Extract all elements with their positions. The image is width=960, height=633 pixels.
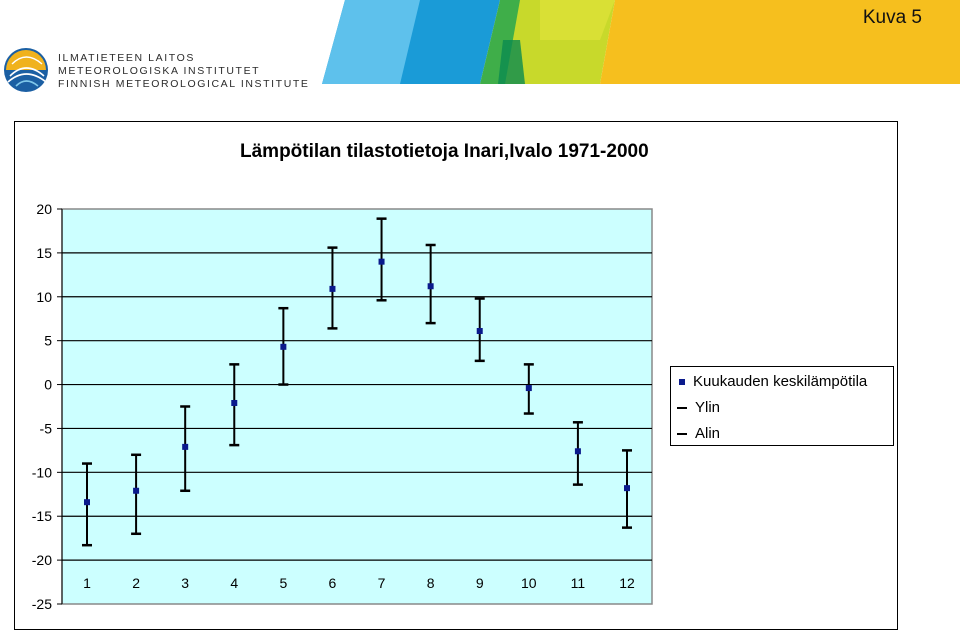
legend: Kuukauden keskilämpötila Ylin Alin bbox=[670, 366, 894, 446]
slide-label: Kuva 5 bbox=[862, 7, 922, 28]
y-tick-label: 0 bbox=[44, 377, 52, 393]
legend-item-min: Alin bbox=[677, 425, 720, 442]
x-tick-label: 7 bbox=[378, 575, 386, 591]
legend-label-mean: Kuukauden keskilämpötila bbox=[693, 373, 868, 390]
mean-point bbox=[525, 385, 532, 392]
x-tick-label: 2 bbox=[132, 575, 140, 591]
x-tick-label: 10 bbox=[521, 575, 537, 591]
y-tick-label: 5 bbox=[44, 333, 52, 349]
legend-label-min: Alin bbox=[695, 425, 721, 442]
mean-point bbox=[378, 258, 385, 265]
x-tick-label: 12 bbox=[619, 575, 635, 591]
logo-line-3: FINNISH METEOROLOGICAL INSTITUTE bbox=[58, 78, 310, 90]
header-band bbox=[322, 0, 960, 84]
fmi-logo: ILMATIETEEN LAITOS METEOROLOGISKA INSTIT… bbox=[0, 44, 308, 92]
logo-line-1: ILMATIETEEN LAITOS bbox=[58, 52, 195, 64]
mean-point bbox=[84, 499, 90, 506]
x-tick-label: 8 bbox=[427, 575, 435, 591]
y-tick-label: 15 bbox=[36, 245, 52, 261]
band-lightblue bbox=[322, 0, 420, 84]
plot-area bbox=[61, 208, 653, 605]
chart-frame bbox=[14, 121, 898, 630]
legend-max-marker bbox=[677, 407, 687, 410]
mean-point bbox=[574, 448, 581, 455]
band-yellow-light bbox=[540, 0, 615, 40]
legend-min-marker bbox=[677, 433, 687, 436]
mean-point bbox=[231, 399, 238, 406]
legend-item-mean: Kuukauden keskilämpötila bbox=[677, 373, 867, 390]
legend-point-marker bbox=[679, 379, 685, 386]
mean-point bbox=[182, 443, 189, 450]
mean-point bbox=[624, 485, 630, 492]
x-tick-label: 9 bbox=[476, 575, 484, 591]
legend-label-max: Ylin bbox=[695, 399, 721, 416]
band-darkgreen bbox=[498, 40, 525, 84]
x-tick-label: 6 bbox=[329, 575, 337, 591]
mean-point bbox=[280, 343, 287, 350]
legend-item-max: Ylin bbox=[677, 399, 720, 416]
fmi-globe-icon bbox=[4, 48, 48, 92]
x-tick-label: 1 bbox=[83, 575, 91, 591]
x-tick-label: 5 bbox=[279, 575, 287, 591]
band-yellow bbox=[600, 0, 960, 84]
mean-point bbox=[476, 328, 483, 335]
y-tick-label: -5 bbox=[40, 420, 53, 436]
mean-point bbox=[329, 285, 336, 292]
y-tick-label: -10 bbox=[32, 464, 52, 480]
y-tick-label: -15 bbox=[32, 508, 52, 524]
mean-point bbox=[427, 283, 434, 290]
y-tick-label: 20 bbox=[36, 201, 52, 217]
chart-title: Lämpötilan tilastotietoja Inari,Ivalo 19… bbox=[240, 141, 649, 162]
x-tick-label: 3 bbox=[181, 575, 189, 591]
y-tick-label: -20 bbox=[32, 552, 52, 568]
y-tick-label: 10 bbox=[36, 289, 52, 305]
x-tick-label: 4 bbox=[230, 575, 238, 591]
mean-point bbox=[133, 487, 140, 494]
x-tick-label: 11 bbox=[571, 575, 586, 591]
logo-line-2: METEOROLOGISKA INSTITUTET bbox=[58, 65, 261, 77]
y-tick-label: -25 bbox=[32, 596, 52, 612]
